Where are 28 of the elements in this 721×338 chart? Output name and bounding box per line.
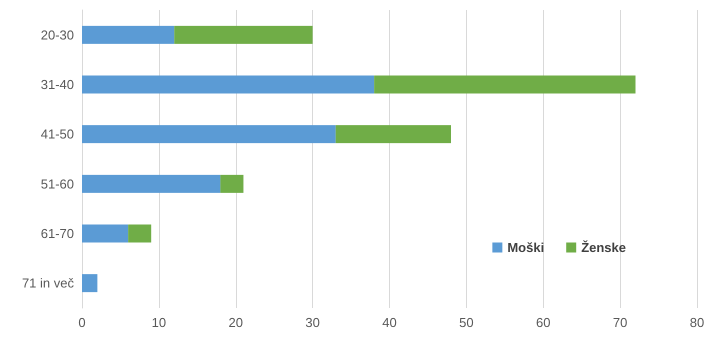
x-tick-label: 60 (536, 315, 550, 330)
x-tick-label: 10 (152, 315, 166, 330)
y-tick-label: 51-60 (40, 176, 74, 192)
y-tick-label: 20-30 (40, 27, 74, 42)
bar (174, 26, 313, 44)
bar (82, 274, 98, 292)
bar (374, 76, 636, 94)
x-tick-label: 40 (382, 315, 397, 330)
bar (82, 174, 220, 193)
y-tick-label: 61-70 (40, 226, 74, 241)
x-tick-label: 70 (612, 315, 628, 330)
x-tick-label: 80 (690, 315, 704, 330)
y-tick-label: 31-40 (40, 77, 74, 92)
x-tick-label: 30 (305, 315, 320, 330)
bar (336, 125, 451, 144)
legend-label: Moški (507, 240, 544, 255)
bar (82, 224, 128, 242)
bar (82, 76, 374, 94)
x-tick-label: 20 (228, 315, 243, 330)
bar (82, 26, 174, 44)
bar (128, 224, 152, 242)
x-tick-label: 50 (459, 315, 474, 330)
legend-label: Ženske (581, 240, 626, 255)
y-tick-label: 41-50 (40, 126, 74, 142)
x-tick-label: 0 (78, 315, 86, 330)
bar (220, 174, 244, 193)
bar (82, 125, 336, 144)
y-tick-label: 71 in več (22, 276, 74, 291)
